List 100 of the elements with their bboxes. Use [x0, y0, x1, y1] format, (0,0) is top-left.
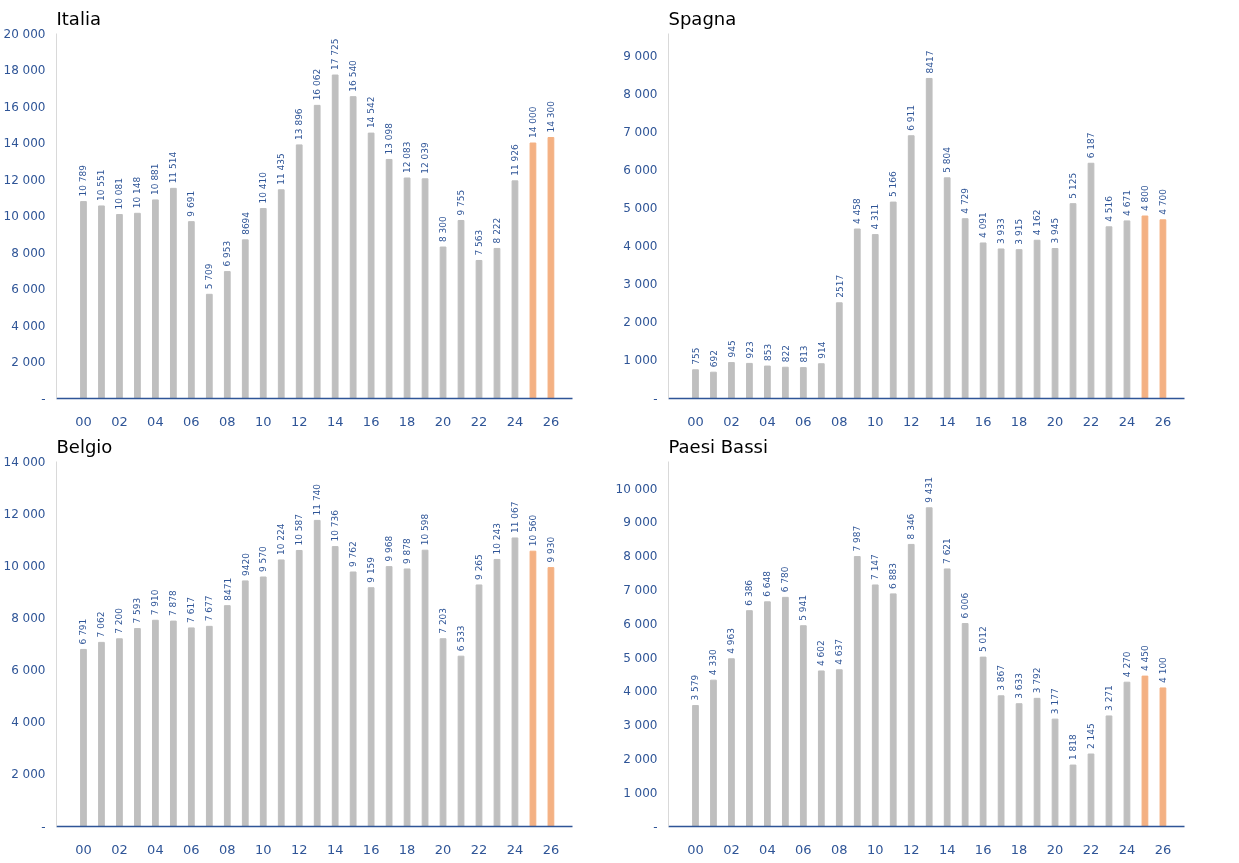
- x-tick-label: 02: [111, 841, 128, 857]
- data-label: 12 039: [420, 142, 431, 174]
- data-label: 914: [816, 341, 827, 359]
- x-tick-label: 26: [542, 413, 560, 429]
- y-tick-label: 2 000: [11, 355, 46, 369]
- y-tick-label: 5 000: [623, 201, 658, 216]
- data-label: 11 067: [509, 501, 520, 533]
- y-tick-label: 5 000: [623, 650, 658, 665]
- data-label: 4 311: [870, 203, 881, 230]
- data-label: 7 563: [474, 229, 485, 256]
- data-label: 6 533: [456, 625, 467, 652]
- data-label: 14 000: [527, 106, 538, 138]
- x-tick-label: 04: [759, 841, 776, 857]
- data-label: 9 691: [186, 190, 197, 217]
- data-label: 10 551: [96, 169, 107, 201]
- x-tick-label: 26: [1154, 413, 1172, 429]
- data-label: 6 883: [888, 563, 899, 589]
- data-label: 4 637: [834, 639, 845, 665]
- x-tick-label: 22: [1082, 841, 1100, 857]
- data-label: 5 804: [942, 146, 953, 173]
- data-label: 755: [690, 347, 701, 365]
- x-tick-label: 00: [687, 413, 704, 429]
- y-tick-label: 9 000: [623, 515, 658, 530]
- y-tick-label: 2 000: [623, 315, 658, 330]
- data-label: 8471: [222, 577, 233, 601]
- x-tick-label: 04: [759, 413, 776, 429]
- data-label: 4 091: [978, 212, 989, 238]
- x-tick-label: 00: [75, 841, 92, 857]
- data-label: 11 514: [168, 151, 179, 184]
- data-label: 8 346: [906, 513, 917, 540]
- data-label: 7 617: [186, 597, 197, 623]
- y-tick-label: -: [653, 391, 658, 406]
- data-label: 813: [798, 345, 809, 363]
- data-label: 2517: [834, 274, 845, 298]
- data-label: 6 006: [960, 592, 971, 619]
- data-label: 4 671: [1121, 190, 1132, 216]
- data-label: 16 062: [312, 68, 323, 101]
- y-tick-label: 7 000: [623, 582, 658, 597]
- data-label: 9 431: [924, 477, 935, 503]
- x-tick-label: 16: [362, 413, 380, 429]
- data-label: 10 560: [527, 514, 538, 547]
- y-tick-label: 3 000: [623, 718, 658, 733]
- data-label: 7 677: [204, 595, 215, 622]
- data-label: 12 083: [402, 141, 413, 173]
- chart-title: Spagna: [668, 7, 737, 29]
- x-tick-label: 16: [974, 841, 992, 857]
- x-tick-label: 24: [1118, 413, 1136, 429]
- x-tick-label: 18: [398, 413, 416, 429]
- data-label: 11 435: [276, 153, 287, 185]
- data-label: 9 968: [384, 535, 395, 562]
- data-label: 6 386: [744, 579, 755, 606]
- x-tick-label: 24: [506, 413, 524, 429]
- data-label: 8 222: [491, 217, 502, 244]
- data-label: 3 271: [1103, 685, 1114, 711]
- data-label: 3 177: [1050, 688, 1061, 715]
- data-label: 4 700: [1157, 188, 1168, 215]
- data-label: 9 878: [402, 537, 413, 564]
- data-label: 692: [708, 350, 719, 368]
- y-tick-label: -: [653, 819, 658, 834]
- x-tick-label: 06: [795, 841, 812, 857]
- x-tick-label: 12: [290, 841, 308, 857]
- x-tick-label: 02: [723, 841, 740, 857]
- x-tick-label: 18: [398, 841, 416, 857]
- chart-title: Paesi Bassi: [668, 435, 768, 457]
- x-tick-label: 08: [831, 413, 848, 429]
- y-tick-label: 8 000: [11, 245, 46, 260]
- x-tick-label: 22: [1082, 413, 1100, 429]
- x-tick-label: 12: [902, 841, 920, 857]
- data-label: 5 125: [1068, 172, 1079, 199]
- data-label: 4 450: [1139, 645, 1150, 672]
- y-tick-label: 6 000: [623, 163, 658, 178]
- x-tick-label: 00: [687, 841, 704, 857]
- x-tick-label: 24: [506, 841, 524, 857]
- data-label: 3 933: [996, 218, 1007, 244]
- y-tick-label: 12 000: [3, 506, 46, 521]
- data-label: 17 725: [330, 38, 341, 71]
- data-label: 6 791: [78, 618, 89, 645]
- data-label: 13 098: [384, 122, 395, 155]
- data-label: 8 300: [438, 215, 449, 243]
- data-label: 4 729: [960, 187, 971, 214]
- x-tick-label: 14: [938, 413, 956, 429]
- data-label: 4 458: [852, 197, 863, 224]
- x-tick-label: 08: [219, 841, 236, 857]
- data-label: 4 963: [726, 628, 737, 654]
- x-tick-label: 14: [326, 413, 344, 429]
- y-tick-label: 8 000: [623, 87, 658, 102]
- data-label: 10 587: [294, 513, 305, 546]
- y-tick-label: 4 000: [623, 684, 658, 699]
- data-label: 7 593: [132, 597, 143, 624]
- x-tick-label: 12: [902, 413, 920, 429]
- data-label: 10 148: [132, 176, 143, 209]
- data-label: 1 818: [1068, 734, 1079, 761]
- y-tick-label: 14 000: [3, 136, 46, 150]
- data-label: 7 200: [114, 607, 125, 634]
- data-label: 4 800: [1139, 184, 1150, 211]
- x-tick-label: 20: [1046, 841, 1064, 857]
- y-tick-label: 1 000: [623, 785, 658, 800]
- x-tick-label: 26: [542, 841, 560, 857]
- y-tick-label: 4 000: [11, 715, 46, 730]
- data-label: 4 100: [1157, 656, 1168, 683]
